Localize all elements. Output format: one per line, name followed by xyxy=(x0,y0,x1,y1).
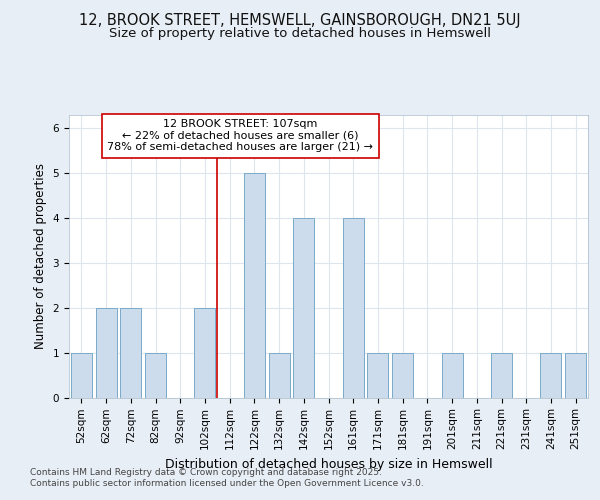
Bar xyxy=(269,352,290,398)
Text: Contains HM Land Registry data © Crown copyright and database right 2025.
Contai: Contains HM Land Registry data © Crown c… xyxy=(30,468,424,487)
Bar xyxy=(120,308,141,398)
Bar xyxy=(392,352,413,398)
Bar xyxy=(491,352,512,398)
Text: 12, BROOK STREET, HEMSWELL, GAINSBOROUGH, DN21 5UJ: 12, BROOK STREET, HEMSWELL, GAINSBOROUGH… xyxy=(79,12,521,28)
Bar xyxy=(442,352,463,398)
Bar xyxy=(145,352,166,398)
Bar xyxy=(194,308,215,398)
Bar xyxy=(541,352,562,398)
Bar xyxy=(71,352,92,398)
Text: Size of property relative to detached houses in Hemswell: Size of property relative to detached ho… xyxy=(109,28,491,40)
Bar xyxy=(343,218,364,398)
X-axis label: Distribution of detached houses by size in Hemswell: Distribution of detached houses by size … xyxy=(164,458,493,470)
Text: 12 BROOK STREET: 107sqm
← 22% of detached houses are smaller (6)
78% of semi-det: 12 BROOK STREET: 107sqm ← 22% of detache… xyxy=(107,119,373,152)
Bar xyxy=(95,308,116,398)
Y-axis label: Number of detached properties: Number of detached properties xyxy=(34,163,47,350)
Bar xyxy=(293,218,314,398)
Bar xyxy=(244,174,265,398)
Bar xyxy=(565,352,586,398)
Bar xyxy=(367,352,388,398)
